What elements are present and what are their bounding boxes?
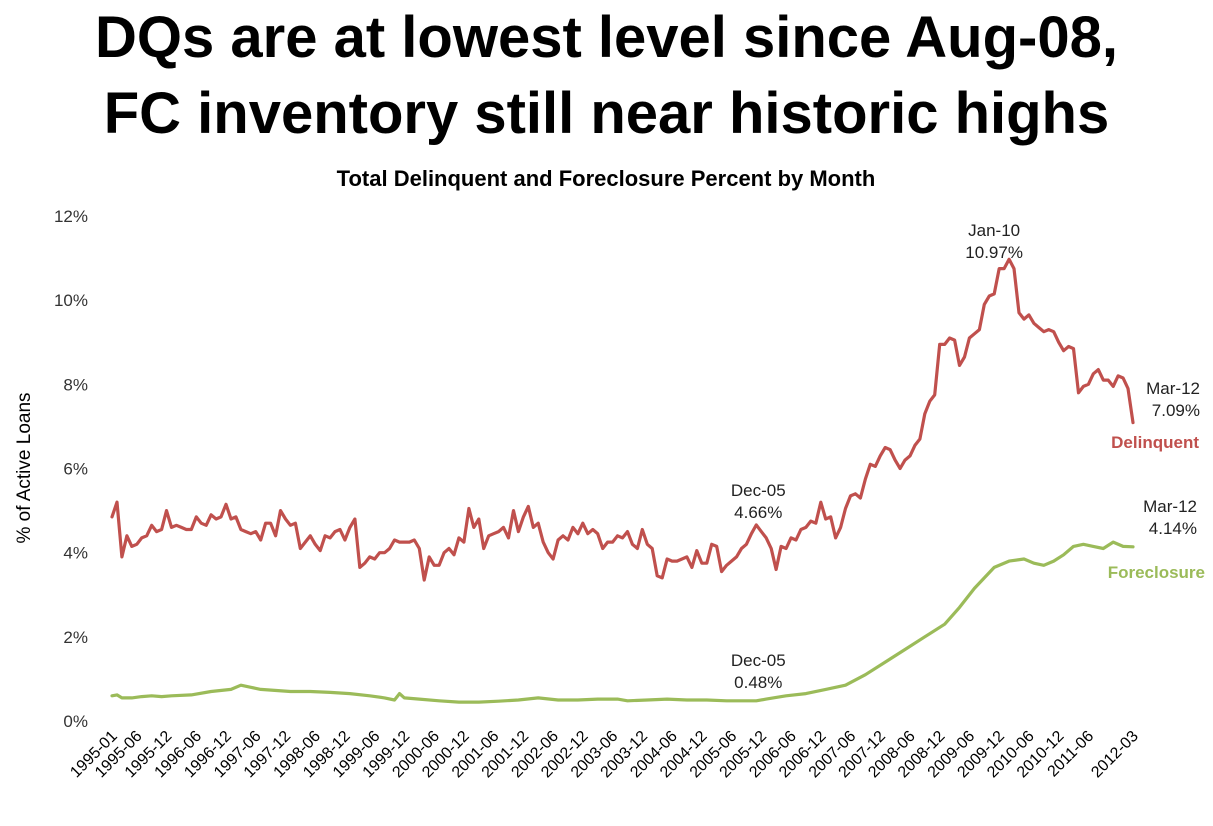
annotation-date: Mar-12 [1146,379,1200,398]
annotation-value: 7.09% [1152,401,1200,420]
annotation-value: 4.14% [1149,519,1197,538]
annotation-date: Jan-10 [968,221,1020,240]
legend-delinquent: Delinquent [1111,433,1199,452]
headline-line-2: FC inventory still near historic highs [103,81,1110,146]
chart-title: Total Delinquent and Foreclosure Percent… [337,166,876,191]
annotation-date: Dec-05 [731,481,786,500]
annotation-value: 10.97% [965,243,1023,262]
y-tick-label: 4% [63,544,88,563]
series-lines [110,257,1135,704]
y-tick-label: 2% [63,628,88,647]
legend-foreclosure: Foreclosure [1108,563,1205,582]
annotation-value: 0.48% [734,673,782,692]
x-tick-label: 2012-03 [1088,728,1142,782]
y-tick-label: 6% [63,460,88,479]
y-axis-ticks: 0% 2% 4% 6% 8% 10% 12% [54,207,88,731]
y-tick-label: 12% [54,207,88,226]
y-tick-label: 8% [63,375,88,394]
y-tick-label: 0% [63,712,88,731]
y-axis-label: % of Active Loans [14,392,35,543]
series-line-delinquent [110,257,1135,582]
legend: Delinquent Foreclosure [1108,433,1205,582]
y-tick-label: 10% [54,291,88,310]
annotation-value: 4.66% [734,503,782,522]
annotation-date: Dec-05 [731,651,786,670]
headline-line-1: DQs are at lowest level since Aug-08, [95,5,1118,70]
series-line-foreclosure [110,540,1135,704]
annotations: Jan-10 10.97% Dec-05 4.66% Mar-12 7.09% Dec-05… [731,221,1200,692]
x-axis-ticks: 1995-011995-061995-121996-061996-121997-… [67,728,1142,782]
annotation-date: Mar-12 [1143,497,1197,516]
